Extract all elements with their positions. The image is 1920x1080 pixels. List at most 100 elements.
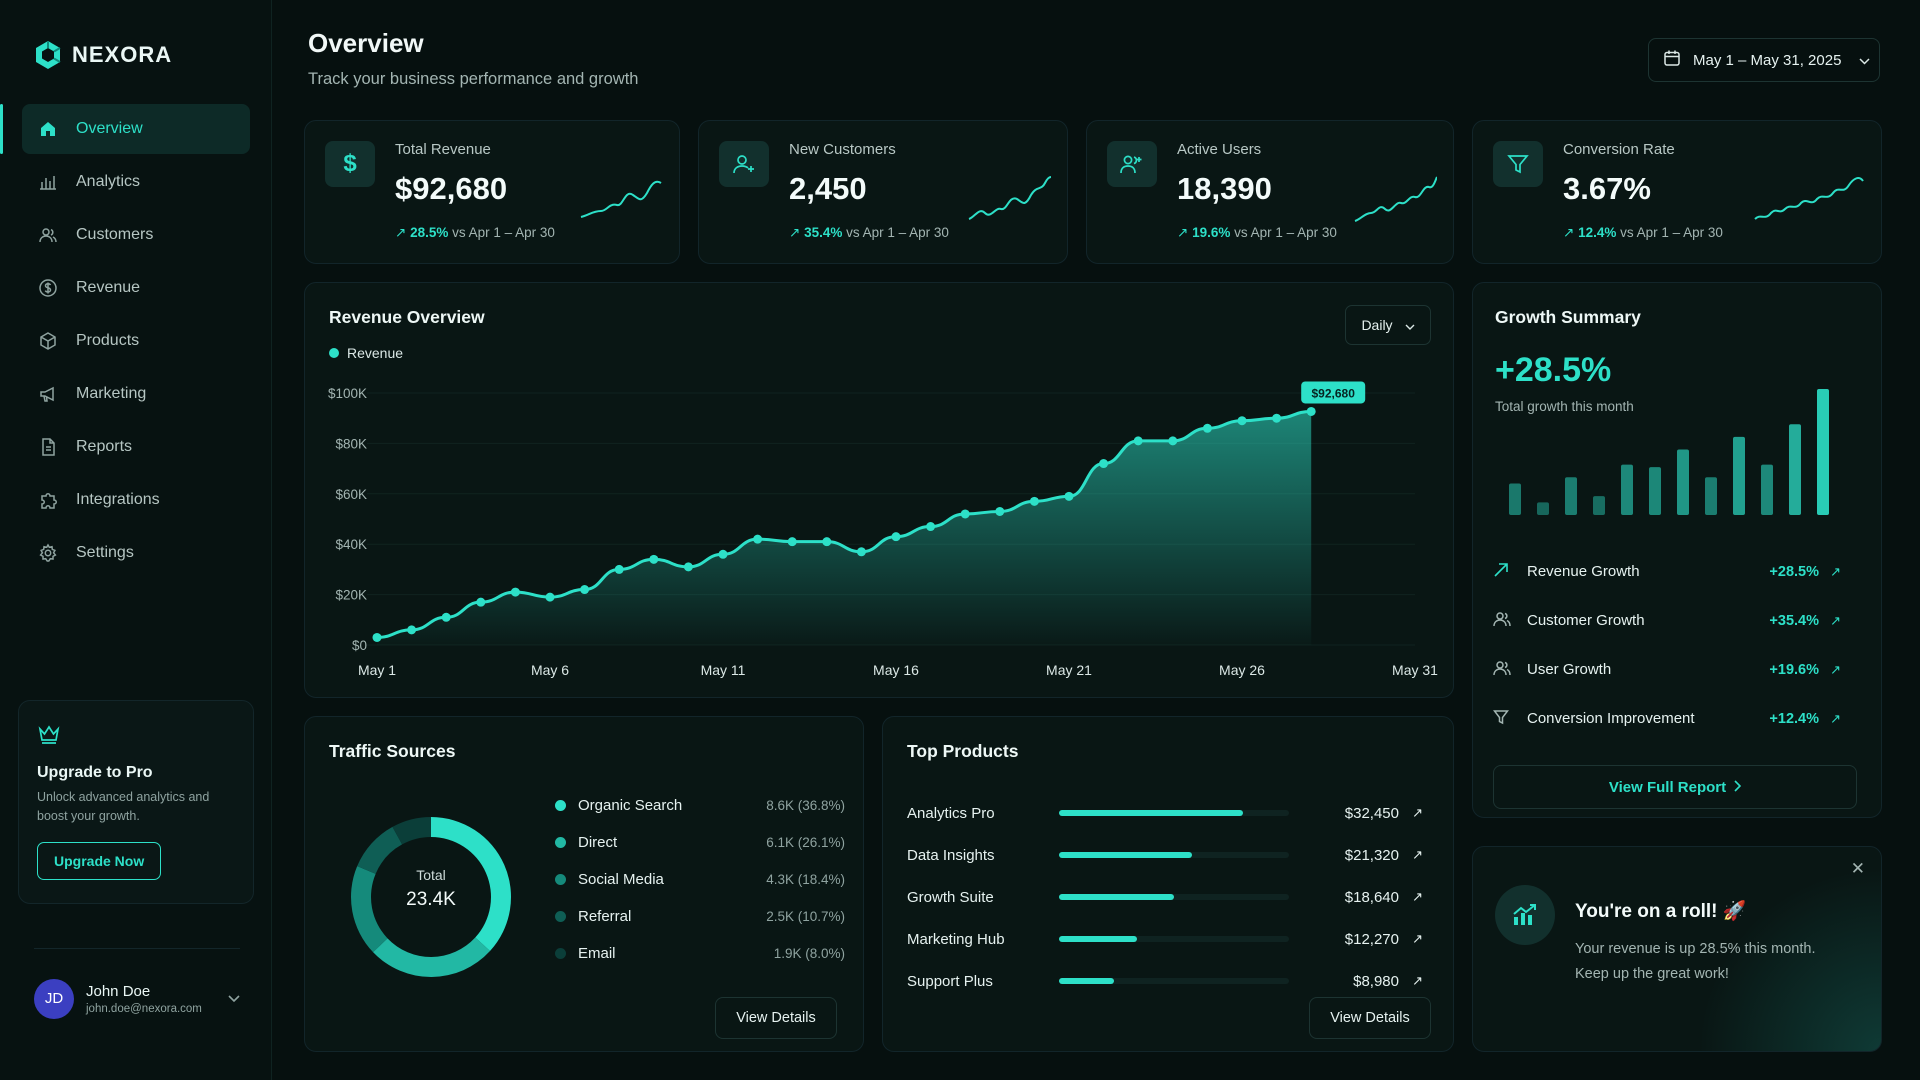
product-value: $8,980 [1353, 972, 1399, 990]
sidebar-item-settings[interactable]: Settings [22, 528, 250, 578]
revenue-point[interactable] [1133, 436, 1143, 446]
revenue-point[interactable] [580, 585, 590, 595]
revenue-chart: $0 $20K $40K $60K $80K $100K May 1 May 6 May 11 M… [328, 381, 1438, 678]
legend-dot [555, 948, 566, 959]
view-full-report-button[interactable]: View Full Report [1493, 765, 1857, 809]
growth-bar [1649, 467, 1661, 515]
traffic-donut-chart [351, 817, 511, 977]
revenue-point[interactable] [407, 625, 417, 635]
revenue-point[interactable] [787, 537, 797, 547]
sidebar-item-revenue[interactable]: Revenue [22, 263, 250, 313]
growth-row-value: +19.6% [1769, 661, 1819, 678]
revenue-point[interactable] [995, 506, 1005, 516]
growth-list: Revenue Growth +28.5% ↗ Customer Growth … [1492, 547, 1841, 743]
revenue-point[interactable] [960, 509, 970, 519]
growth-row-user[interactable]: User Growth +19.6% ↗ [1493, 645, 1841, 694]
revenue-point[interactable] [926, 522, 936, 532]
growth-bar [1761, 464, 1773, 515]
last-value-label: $92,680 [1312, 386, 1356, 400]
product-row[interactable]: Marketing Hub $12,270 ↗ [907, 927, 1423, 951]
revenue-point[interactable] [718, 549, 728, 559]
revenue-point[interactable] [1202, 423, 1212, 433]
chart-legend: Revenue [329, 345, 403, 361]
legend-dot [329, 348, 339, 358]
revenue-point[interactable] [1029, 496, 1039, 506]
traffic-item-social: Social Media 4.3K (18.4%) [555, 871, 845, 888]
arrow-up-right-icon: ↗ [1412, 931, 1423, 946]
revenue-point[interactable] [510, 587, 520, 597]
donut-slice[interactable] [431, 817, 511, 952]
upgrade-now-button[interactable]: Upgrade Now [37, 842, 162, 880]
revenue-point[interactable] [856, 547, 866, 557]
nexora-logo-icon [36, 41, 61, 69]
upgrade-text: Unlock advanced analytics and boost your… [37, 790, 210, 823]
donut-slice[interactable] [392, 817, 431, 845]
product-row[interactable]: Data Insights $21,320 ↗ [907, 843, 1423, 867]
donut-slice[interactable] [351, 866, 388, 953]
product-bar-track [1059, 810, 1289, 816]
revenue-point[interactable] [822, 537, 832, 547]
arrow-up-right-icon: ↗ [1830, 710, 1841, 726]
traffic-label: Referral [578, 908, 632, 925]
date-range-picker[interactable]: May 1 – May 31, 2025 [1648, 38, 1880, 82]
revenue-point[interactable] [1168, 436, 1178, 446]
sidebar-item-integrations[interactable]: Integrations [22, 475, 250, 525]
sidebar-item-marketing[interactable]: Marketing [22, 369, 250, 419]
product-bar-fill [1059, 978, 1115, 984]
period-select[interactable]: Daily [1345, 305, 1431, 345]
sidebar-item-label: Revenue [76, 279, 141, 296]
growth-summary-card: Growth Summary +28.5% Total growth this … [1472, 282, 1882, 818]
legend-label: Revenue [347, 345, 404, 361]
kpi-card-conversion-rate[interactable]: Conversion Rate 3.67% ↗ 12.4% vs Apr 1 –… [1472, 120, 1882, 264]
revenue-point[interactable] [476, 597, 486, 607]
kpi-card-total-revenue[interactable]: $ Total Revenue $92,680 ↗ 28.5% vs Apr 1… [304, 120, 680, 264]
sidebar-item-customers[interactable]: Customers [22, 210, 250, 260]
kpi-card-active-users[interactable]: Active Users 18,390 ↗ 19.6% vs Apr 1 – A… [1086, 120, 1454, 264]
revenue-point[interactable] [545, 592, 555, 602]
arrow-up-right-icon: ↗ [1412, 889, 1423, 904]
sidebar-item-analytics[interactable]: Analytics [22, 157, 250, 207]
product-row[interactable]: Support Plus $8,980 ↗ [907, 969, 1423, 993]
donut-slice[interactable] [357, 826, 403, 874]
chevron-down-icon[interactable] [228, 990, 240, 1008]
revenue-point[interactable] [683, 562, 693, 572]
traffic-item-organic: Organic Search 8.6K (36.8%) [555, 797, 845, 814]
product-bar-track [1059, 978, 1289, 984]
sidebar-item-label: Overview [76, 120, 143, 137]
product-row[interactable]: Analytics Pro $32,450 ↗ [907, 801, 1423, 825]
donut-slice[interactable] [373, 937, 491, 977]
traffic-amount: 8.6K (36.8%) [766, 798, 845, 813]
sidebar-item-overview[interactable]: Overview [22, 104, 250, 154]
growth-row-value: +12.4% [1769, 710, 1819, 727]
users-icon [1493, 611, 1527, 631]
products-view-details-button[interactable]: View Details [1309, 997, 1431, 1039]
kpi-card-new-customers[interactable]: New Customers 2,450 ↗ 35.4% vs Apr 1 – A… [698, 120, 1068, 264]
growth-row-customer[interactable]: Customer Growth +35.4% ↗ [1493, 596, 1841, 645]
revenue-point[interactable] [372, 632, 382, 642]
revenue-point[interactable] [649, 554, 659, 564]
revenue-point[interactable] [891, 532, 901, 542]
sidebar-item-reports[interactable]: Reports [22, 422, 250, 472]
revenue-point[interactable] [1306, 406, 1316, 416]
revenue-point[interactable] [1064, 491, 1074, 501]
revenue-point[interactable] [1272, 413, 1282, 423]
growth-row-revenue[interactable]: Revenue Growth +28.5% ↗ [1493, 547, 1841, 596]
revenue-point[interactable] [753, 534, 763, 544]
revenue-point[interactable] [1099, 459, 1109, 469]
user-email: john.doe@nexora.com [86, 1002, 202, 1015]
growth-bar [1593, 496, 1605, 515]
top-products-title: Top Products [907, 741, 1019, 761]
growth-row-conversion[interactable]: Conversion Improvement +12.4% ↗ [1492, 694, 1841, 743]
close-icon[interactable]: ✕ [1850, 859, 1865, 878]
user-profile[interactable]: JD John Doe john.doe@nexora.com [34, 948, 240, 1028]
logo[interactable]: NEXORA [34, 40, 172, 70]
product-row[interactable]: Growth Suite $18,640 ↗ [907, 885, 1423, 909]
revenue-point[interactable] [441, 612, 451, 622]
revenue-point[interactable] [1237, 416, 1247, 426]
revenue-point[interactable] [614, 564, 624, 574]
sidebar-item-products[interactable]: Products [22, 316, 250, 366]
product-bar-track [1059, 852, 1289, 858]
users-icon [38, 225, 58, 245]
traffic-view-details-button[interactable]: View Details [715, 997, 837, 1039]
donut-center-label: Total [416, 867, 446, 883]
